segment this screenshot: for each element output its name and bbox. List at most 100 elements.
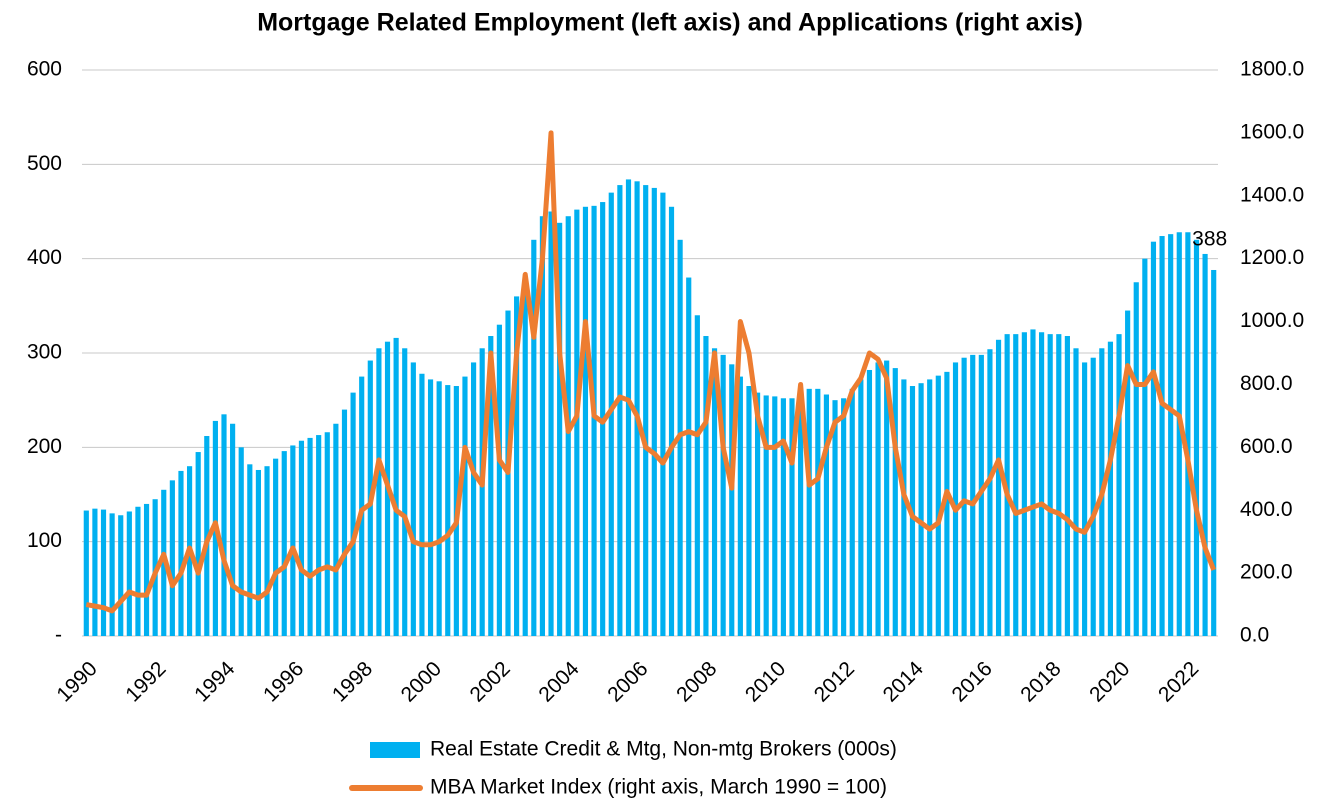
bar (1090, 357, 1096, 636)
bar (608, 192, 614, 636)
y2-tick-label: 0.0 (1240, 624, 1269, 647)
bar (995, 339, 1002, 636)
bar (772, 396, 778, 636)
y-tick-label: 400 (27, 246, 62, 269)
bar (100, 509, 107, 636)
bar (1038, 332, 1045, 636)
bar (307, 437, 313, 636)
x-tick-label: 2022 (1154, 657, 1203, 706)
bar (884, 360, 890, 636)
bar (1150, 241, 1157, 637)
bar (634, 181, 640, 636)
bar (961, 357, 967, 636)
bar (892, 368, 898, 636)
x-tick-label: 2012 (810, 657, 859, 706)
x-tick-label: 2000 (397, 657, 446, 706)
bar (866, 369, 873, 636)
bar (1211, 269, 1217, 636)
bar (1133, 282, 1139, 636)
bar (436, 381, 442, 636)
legend-swatch (370, 742, 420, 758)
bar (169, 480, 175, 636)
bar (1082, 362, 1088, 636)
bar (230, 423, 236, 636)
y2-tick-label: 200.0 (1240, 561, 1293, 584)
bar (625, 179, 632, 636)
bar (789, 398, 795, 636)
bar (83, 510, 89, 636)
bar (1047, 334, 1053, 636)
bar (350, 392, 356, 636)
bar (694, 315, 700, 636)
bar (479, 348, 485, 636)
bar (815, 388, 821, 636)
y-tick-label: - (55, 624, 62, 647)
bar (574, 209, 580, 636)
x-tick-label: 1992 (121, 657, 170, 706)
x-tick-label: 1996 (259, 657, 308, 706)
bar (841, 398, 847, 636)
bar (522, 277, 528, 636)
y2-tick-label: 1400.0 (1240, 183, 1304, 206)
bar (1168, 234, 1174, 636)
y-tick-label: 500 (27, 152, 62, 175)
y2-tick-label: 1600.0 (1240, 120, 1304, 143)
bar (178, 470, 184, 636)
bar (316, 435, 322, 636)
bar (737, 376, 743, 636)
bar (935, 375, 941, 636)
legend-label: Real Estate Credit & Mtg, Non-mtg Broker… (430, 738, 897, 761)
bar (686, 277, 692, 636)
bar (763, 395, 769, 636)
y2-tick-label: 600.0 (1240, 435, 1293, 458)
bar (944, 371, 950, 636)
bar (987, 349, 993, 636)
bar (247, 464, 253, 636)
bar (720, 354, 726, 636)
bar (118, 515, 124, 636)
bar (1116, 334, 1122, 636)
bar (1193, 239, 1200, 637)
bar (780, 398, 786, 636)
bar (1021, 332, 1027, 636)
legend-label: MBA Market Index (right axis, March 1990… (430, 776, 887, 799)
x-tick-label: 2002 (466, 657, 515, 706)
bar (531, 239, 537, 637)
bar (1142, 258, 1148, 636)
bar (858, 379, 864, 636)
bar (427, 379, 434, 636)
bar (1185, 232, 1191, 636)
x-tick-label: 1998 (328, 657, 377, 706)
bar (126, 511, 132, 636)
bar (290, 445, 296, 636)
x-tick-label: 2006 (603, 657, 652, 706)
bar (651, 187, 657, 636)
y2-tick-label: 1800.0 (1240, 58, 1304, 81)
y2-tick-label: 1000.0 (1240, 309, 1304, 332)
bar (1159, 236, 1165, 636)
bar (341, 409, 348, 636)
annotation: 388 (1192, 228, 1227, 251)
bar (488, 336, 494, 636)
bar (221, 414, 227, 636)
bar (798, 395, 804, 636)
x-tick-label: 2016 (947, 657, 996, 706)
bar (143, 503, 150, 636)
x-tick-label: 2020 (1085, 657, 1134, 706)
bar (1176, 232, 1182, 636)
bar (668, 206, 675, 637)
y2-tick-label: 1200.0 (1240, 246, 1304, 269)
bar (273, 458, 279, 636)
bar (514, 296, 520, 636)
bar (539, 216, 546, 636)
bar (643, 185, 649, 636)
bar (1107, 341, 1114, 636)
bar (1073, 348, 1079, 636)
bar (359, 376, 365, 636)
bar (901, 379, 907, 636)
bar (402, 348, 408, 636)
bar (92, 508, 98, 636)
bar (393, 337, 399, 636)
bar (557, 222, 563, 636)
